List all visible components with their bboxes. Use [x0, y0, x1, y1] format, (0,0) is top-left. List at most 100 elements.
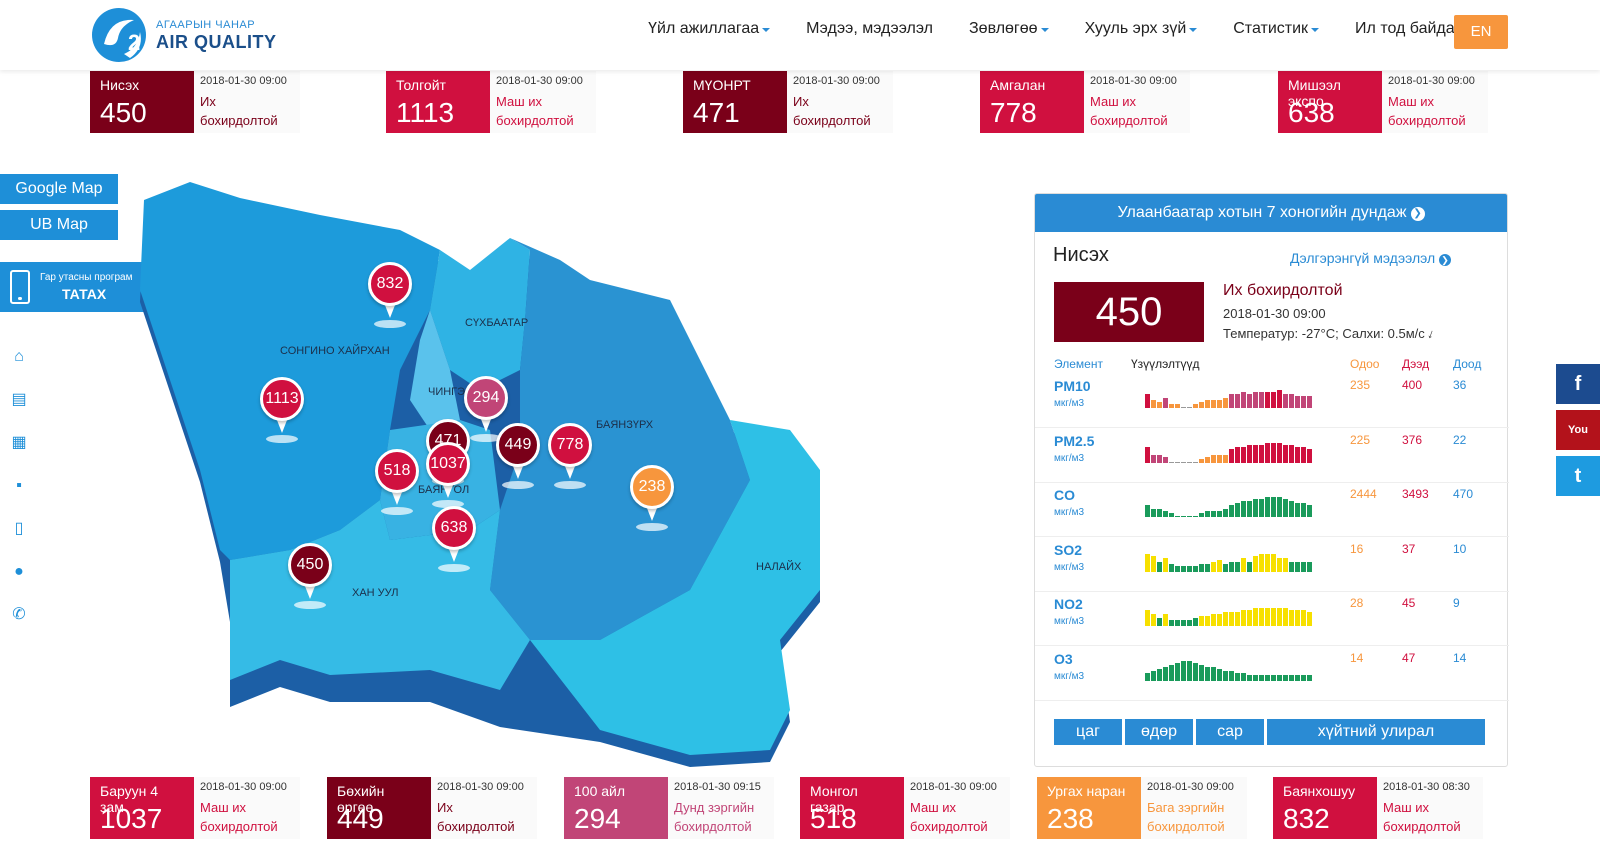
- nav-statistics[interactable]: Статистик: [1233, 20, 1320, 38]
- station-time: 2018-01-30 09:00: [200, 75, 287, 87]
- trend-bar: [1277, 390, 1282, 408]
- trend-bar: [1301, 396, 1306, 408]
- trend-bar: [1247, 674, 1252, 681]
- trend-bar: [1199, 458, 1204, 463]
- station-card-badge: МҮОНРТ 471: [683, 71, 787, 133]
- trend-bar: [1169, 563, 1174, 572]
- panel-title[interactable]: Улаанбаатар хотын 7 хоногийн дундаж ❯: [1035, 194, 1507, 232]
- trend-bar: [1187, 620, 1192, 626]
- twitter-icon[interactable]: t: [1556, 456, 1600, 496]
- station-card[interactable]: Бөхийн өргөө 449 2018-01-30 09:00 Их бохирд…: [327, 777, 537, 839]
- detail-link[interactable]: Дэлгэрэнгүй мэдээлэл ❯: [1290, 250, 1452, 266]
- nav-advice[interactable]: Зөвлөгөө: [969, 20, 1049, 38]
- wind-direction-icon: ↓: [1426, 325, 1438, 342]
- chevron-right-icon: ❯: [1410, 207, 1425, 221]
- user-icon[interactable]: ●: [14, 563, 24, 580]
- trend-bar: [1229, 448, 1234, 463]
- nav-news[interactable]: Мэдээ, мэдээлэл: [806, 20, 933, 38]
- trend-bar: [1283, 444, 1288, 463]
- trend-bar: [1259, 674, 1264, 681]
- ub-map-button[interactable]: UB Map: [0, 210, 118, 240]
- map-pin[interactable]: 1113: [260, 377, 304, 447]
- station-card-info: 2018-01-30 09:00 Маш их бохирдолтой: [490, 71, 596, 133]
- trend-bar: [1169, 404, 1174, 408]
- map-pin[interactable]: 238: [630, 465, 674, 535]
- map-pin[interactable]: 449: [496, 423, 540, 493]
- tab-day[interactable]: өдөр: [1125, 719, 1193, 745]
- station-time: 2018-01-30 09:00: [1388, 75, 1475, 87]
- pollutant-name[interactable]: CO: [1054, 487, 1075, 503]
- logo[interactable]: 2 АГААРЫН ЧАНАР AIR QUALITY: [90, 4, 290, 66]
- trend-bar: [1199, 616, 1204, 626]
- map-pin[interactable]: 638: [432, 506, 476, 576]
- station-card[interactable]: Монгол газар 518 2018-01-30 09:00 Маш их бо…: [800, 777, 1010, 839]
- tab-cold-season[interactable]: хүйтний улирал: [1267, 719, 1485, 745]
- station-card[interactable]: МҮОНРТ 471 2018-01-30 09:00 Их бохирдолтой: [683, 71, 893, 133]
- district-label-bayanzurkh: БАЯНЗҮРХ: [596, 419, 654, 431]
- trend-bar: [1211, 614, 1216, 626]
- map-pin[interactable]: 778: [548, 423, 592, 493]
- station-card-info: 2018-01-30 09:00 Их бохирдолтой: [431, 777, 537, 839]
- map-pin[interactable]: 832: [368, 262, 412, 332]
- trend-bar: [1235, 612, 1240, 626]
- pollutant-name[interactable]: NO2: [1054, 596, 1083, 612]
- trend-bar: [1151, 400, 1156, 408]
- trend-bar: [1235, 561, 1240, 572]
- station-card[interactable]: Баруун 4 зам 1037 2018-01-30 09:00 Маш их б…: [90, 777, 300, 839]
- pollutant-name[interactable]: SO2: [1054, 541, 1083, 558]
- pin-value: 449: [496, 423, 540, 467]
- station-name: МҮОНРТ: [693, 77, 751, 93]
- station-name: Бөхийн өргөө: [337, 783, 385, 815]
- station-card-info: 2018-01-30 09:00 Маш их бохирдолтой: [1084, 71, 1190, 133]
- trend-bar: [1217, 668, 1222, 681]
- google-map-button[interactable]: Google Map: [0, 174, 118, 204]
- station-card[interactable]: Баянхошуу 832 2018-01-30 08:30 Маш их бохир…: [1273, 777, 1483, 839]
- map-pin[interactable]: 294: [464, 376, 508, 446]
- home-icon[interactable]: ⌂: [14, 348, 24, 365]
- pollutant-name[interactable]: PM2.5: [1054, 432, 1095, 449]
- station-card[interactable]: Толгойт 1113 2018-01-30 09:00 Маш их бохирд…: [386, 71, 596, 133]
- map-pin[interactable]: 450: [288, 543, 332, 613]
- download-app-button[interactable]: Гар утасны програм ТАТАХ: [0, 262, 148, 312]
- map-pin[interactable]: 518: [375, 449, 419, 519]
- trend-bar: [1223, 563, 1228, 572]
- tab-hour[interactable]: цаг: [1054, 719, 1122, 745]
- header-trend: Үзүүлэлтүүд: [1131, 357, 1200, 371]
- language-button[interactable]: EN: [1454, 15, 1508, 49]
- trend-bar: [1277, 608, 1282, 626]
- trend-bar: [1163, 614, 1168, 626]
- news-icon[interactable]: ▤: [11, 391, 27, 408]
- pollutant-name[interactable]: O3: [1054, 650, 1073, 667]
- facebook-icon[interactable]: f: [1556, 364, 1600, 404]
- station-name: Ургах наран: [1047, 783, 1126, 799]
- trend-bar: [1301, 503, 1306, 517]
- station-card[interactable]: Ургах наран 238 2018-01-30 09:00 Бага зэрги…: [1037, 777, 1247, 839]
- station-card[interactable]: Амгалан 778 2018-01-30 09:00 Маш их бохирдо…: [980, 71, 1190, 133]
- station-card[interactable]: 100 айл 294 2018-01-30 09:15 Дунд зэргийн б…: [564, 777, 774, 839]
- pollutant-unit: мкг/м3: [1054, 670, 1085, 682]
- station-card[interactable]: Мишээл экспо 638 2018-01-30 09:00 Маш их бо…: [1278, 71, 1488, 133]
- tab-month[interactable]: сар: [1196, 719, 1264, 745]
- trend-bar: [1247, 561, 1252, 572]
- mobile-icon[interactable]: ▯: [14, 520, 24, 537]
- trend-bar: [1151, 670, 1156, 681]
- pin-value: 832: [368, 262, 412, 306]
- district-map[interactable]: СОНГИНО ХАЙРХАН СҮХБААТАР ЧИНГЭ БАЯНЗҮРХ…: [130, 170, 920, 770]
- trend-bar: [1223, 670, 1228, 681]
- grid-icon[interactable]: ▪: [16, 477, 22, 494]
- station-card-badge: Амгалан 778: [980, 71, 1084, 133]
- main-nav: Үйл ажиллагаа Мэдээ, мэдээлэл Зөвлөгөө Х…: [648, 20, 1475, 38]
- trend-bar: [1151, 555, 1156, 572]
- header: 2 АГААРЫН ЧАНАР AIR QUALITY Үйл ажиллага…: [0, 0, 1600, 70]
- nav-activity[interactable]: Үйл ажиллагаа: [648, 20, 771, 38]
- nav-law[interactable]: Хууль эрх зүй: [1085, 20, 1198, 38]
- station-card-badge: Баруун 4 зам 1037: [90, 777, 194, 839]
- pollutant-name[interactable]: PM10: [1054, 378, 1091, 394]
- station-card[interactable]: Нисэх 450 2018-01-30 09:00 Их бохирдолтой: [90, 71, 300, 133]
- trend-bar: [1301, 674, 1306, 681]
- youtube-icon[interactable]: You: [1556, 410, 1600, 450]
- station-card-info: 2018-01-30 08:30 Маш их бохирдолтой: [1377, 777, 1483, 839]
- phone-icon[interactable]: ✆: [12, 606, 26, 623]
- document-icon[interactable]: ▦: [11, 434, 27, 451]
- map-pin[interactable]: 1037: [426, 442, 470, 512]
